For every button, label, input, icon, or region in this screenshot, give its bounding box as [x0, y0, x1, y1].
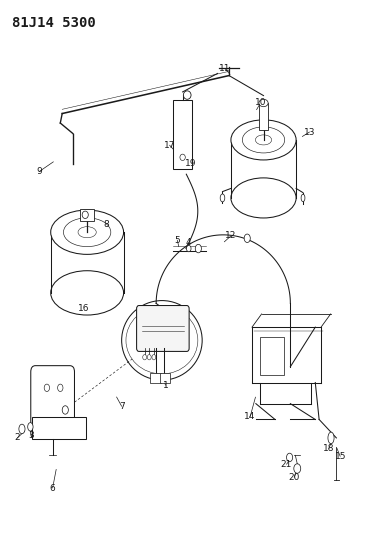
Text: 4: 4 — [186, 238, 191, 247]
Ellipse shape — [287, 453, 293, 462]
Ellipse shape — [122, 301, 202, 380]
Ellipse shape — [242, 127, 285, 153]
Text: 81J14 5300: 81J14 5300 — [12, 16, 96, 30]
Ellipse shape — [143, 354, 147, 360]
Text: 15: 15 — [335, 452, 346, 461]
Bar — [173, 100, 192, 169]
Polygon shape — [231, 140, 296, 198]
Ellipse shape — [78, 227, 96, 238]
Polygon shape — [51, 232, 124, 293]
Ellipse shape — [152, 354, 156, 360]
Ellipse shape — [231, 178, 296, 218]
Text: 9: 9 — [36, 167, 42, 176]
Ellipse shape — [180, 154, 185, 160]
Ellipse shape — [63, 218, 111, 247]
Text: 11: 11 — [219, 64, 231, 73]
Text: 13: 13 — [304, 127, 315, 136]
Ellipse shape — [301, 194, 305, 201]
FancyBboxPatch shape — [31, 366, 74, 439]
Text: 8: 8 — [103, 220, 109, 229]
Text: 18: 18 — [323, 444, 335, 453]
Text: 3: 3 — [29, 431, 34, 440]
Text: 20: 20 — [289, 473, 300, 482]
Ellipse shape — [19, 424, 25, 434]
Text: 21: 21 — [281, 460, 292, 469]
Ellipse shape — [82, 211, 88, 219]
Text: 10: 10 — [255, 99, 266, 108]
Ellipse shape — [126, 306, 198, 374]
Bar — [160, 373, 170, 383]
Bar — [80, 209, 94, 221]
Ellipse shape — [220, 194, 225, 202]
Ellipse shape — [186, 245, 191, 252]
Text: 14: 14 — [244, 413, 256, 421]
Text: 12: 12 — [225, 231, 237, 240]
Ellipse shape — [195, 244, 202, 253]
Bar — [151, 373, 161, 383]
Ellipse shape — [147, 354, 151, 360]
Text: 7: 7 — [119, 402, 124, 411]
Ellipse shape — [294, 464, 301, 473]
Ellipse shape — [58, 384, 63, 392]
Text: 6: 6 — [50, 483, 56, 492]
Ellipse shape — [231, 120, 296, 160]
Ellipse shape — [255, 135, 272, 145]
Bar — [32, 417, 86, 439]
Ellipse shape — [259, 99, 268, 107]
FancyBboxPatch shape — [137, 305, 189, 351]
Ellipse shape — [51, 210, 124, 254]
Text: 1: 1 — [163, 381, 168, 390]
Ellipse shape — [44, 384, 49, 392]
Ellipse shape — [183, 91, 191, 99]
Bar — [261, 337, 284, 375]
Ellipse shape — [62, 406, 68, 414]
Text: 19: 19 — [185, 159, 196, 168]
Bar — [259, 103, 268, 131]
Ellipse shape — [328, 432, 334, 443]
Ellipse shape — [28, 423, 33, 431]
Text: 17: 17 — [164, 141, 175, 150]
Ellipse shape — [244, 234, 250, 243]
Text: 2: 2 — [14, 433, 20, 442]
Text: 16: 16 — [77, 304, 89, 313]
Text: 5: 5 — [174, 236, 180, 245]
Ellipse shape — [51, 271, 124, 315]
